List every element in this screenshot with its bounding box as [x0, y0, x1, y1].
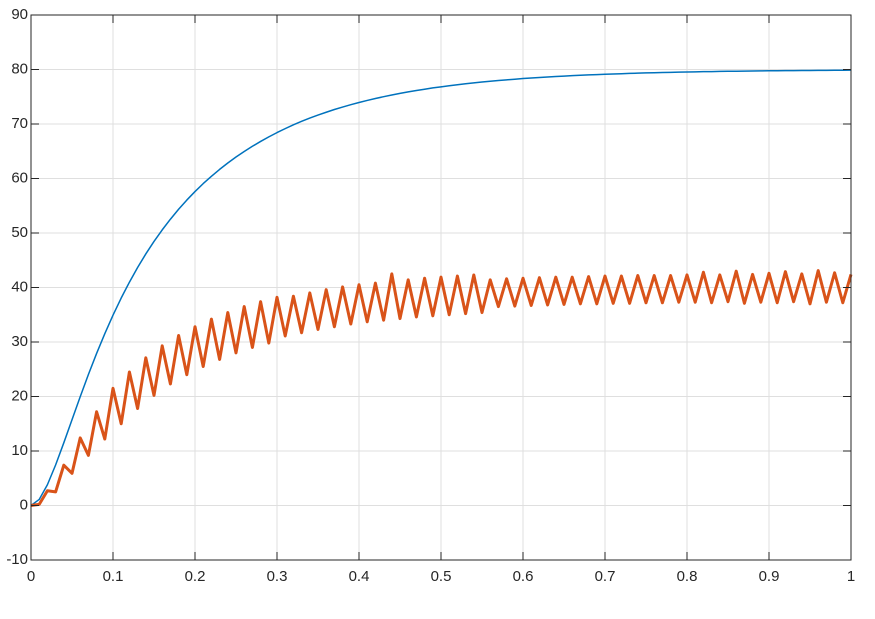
plot-lines	[30, 69, 853, 507]
x-tick-label: 0	[27, 568, 35, 585]
y-tick-label: 10	[11, 442, 28, 459]
x-tick-label: 0.6	[513, 568, 534, 585]
y-tick-label: 60	[11, 169, 28, 186]
y-tick-label: 0	[20, 496, 28, 513]
data-line	[30, 69, 852, 507]
y-tick-label: 40	[11, 278, 28, 295]
x-tick-label: 0.1	[103, 568, 124, 585]
x-tick-label: 0.8	[677, 568, 698, 585]
x-tick-label: 0.9	[759, 568, 780, 585]
y-tick-label: -10	[6, 551, 28, 568]
y-tick-label: 30	[11, 333, 28, 350]
x-tick-label: 0.5	[431, 568, 452, 585]
y-tick-label: 80	[11, 60, 28, 77]
ticks: 0 0.1 0.2 0.3 0.4 0.5 0.6 0.7 0.8 0.9 1-1001020304…	[6, 6, 855, 585]
y-tick-label: 70	[11, 115, 28, 132]
y-tick-label: 50	[11, 224, 28, 241]
y-tick-label: 20	[11, 387, 28, 404]
y-tick-label: 90	[11, 6, 28, 23]
x-tick-label: 0.3	[267, 568, 288, 585]
x-tick-label: 0.2	[185, 568, 206, 585]
x-tick-label: 0.7	[595, 568, 616, 585]
x-tick-label: 0.4	[349, 568, 370, 585]
data-line	[30, 269, 853, 507]
x-tick-label: 1	[847, 568, 855, 585]
